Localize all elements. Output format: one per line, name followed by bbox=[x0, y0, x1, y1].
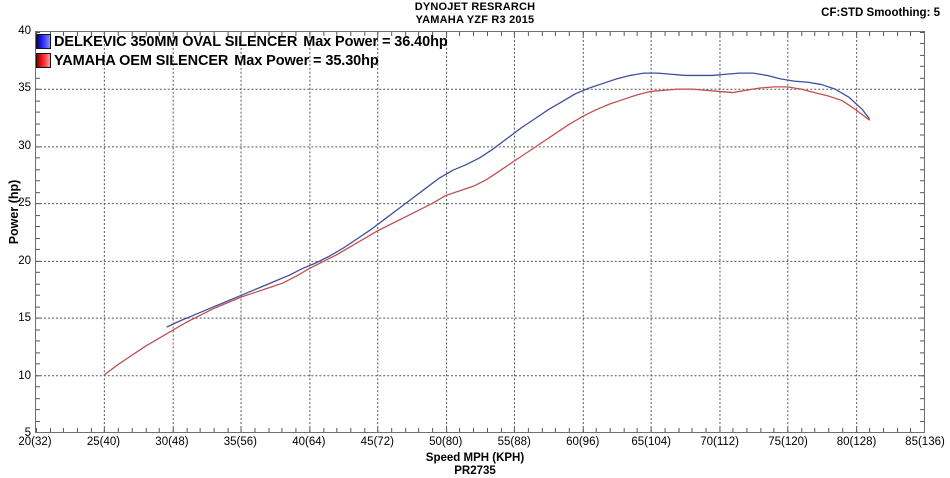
x-axis-tick: 80(128) bbox=[836, 436, 877, 448]
x-axis-tick: 70(112) bbox=[700, 436, 740, 448]
x-axis-tick: 35(56) bbox=[223, 436, 257, 448]
x-axis-tick: 25(40) bbox=[86, 436, 121, 448]
series-line bbox=[166, 72, 871, 328]
grid-layer bbox=[36, 32, 924, 432]
x-axis-tick: 50(80) bbox=[429, 436, 463, 448]
y-axis-tick: 30 bbox=[18, 139, 31, 152]
curve-layer bbox=[36, 32, 924, 432]
smoothing-annotation: CF:STD Smoothing: 5 bbox=[821, 7, 940, 19]
y-axis-title: Power (hp) bbox=[7, 179, 21, 245]
y-axis-tick: 25 bbox=[18, 197, 31, 210]
y-axis-tick: 35 bbox=[18, 82, 31, 95]
y-axis-tick: 20 bbox=[18, 254, 31, 267]
x-axis-title: Speed MPH (KPH) bbox=[425, 452, 525, 464]
run-code-label: PR2735 bbox=[454, 465, 496, 477]
y-axis-tick-labels: 5 10 15 20 25 30 35 40 bbox=[0, 25, 31, 439]
x-axis-tick: 30(48) bbox=[155, 436, 189, 448]
series-line bbox=[103, 86, 871, 376]
x-axis-tick: 65(104) bbox=[631, 436, 671, 448]
x-axis-tick: 45(72) bbox=[360, 436, 394, 448]
x-axis-tick: 55(88) bbox=[497, 436, 531, 448]
x-axis-tick: 85(136) bbox=[905, 436, 945, 448]
x-axis-tick: 20(32) bbox=[18, 436, 52, 448]
y-axis-tick: 40 bbox=[18, 25, 31, 37]
x-axis-tick-labels: 20(32) 25(40) 30(48) 35(56) 40(64) 45(72) 50(8… bbox=[18, 436, 944, 452]
chart-title-line2: YAMAHA YZF R3 2015 bbox=[415, 14, 535, 26]
y-axis-tick: 5 bbox=[24, 427, 31, 439]
plot-area: DELKEVIC 350MM OVAL SILENCER Max Power =… bbox=[35, 31, 925, 433]
x-axis-tick: 40(64) bbox=[292, 436, 326, 448]
y-axis-tick: 15 bbox=[18, 312, 31, 325]
y-axis-tick: 10 bbox=[18, 369, 31, 382]
x-axis-tick: 75(120) bbox=[768, 436, 808, 448]
chart-title-line1: DYNOJET RESRARCH bbox=[414, 1, 536, 13]
x-axis-tick: 60(96) bbox=[566, 436, 600, 448]
